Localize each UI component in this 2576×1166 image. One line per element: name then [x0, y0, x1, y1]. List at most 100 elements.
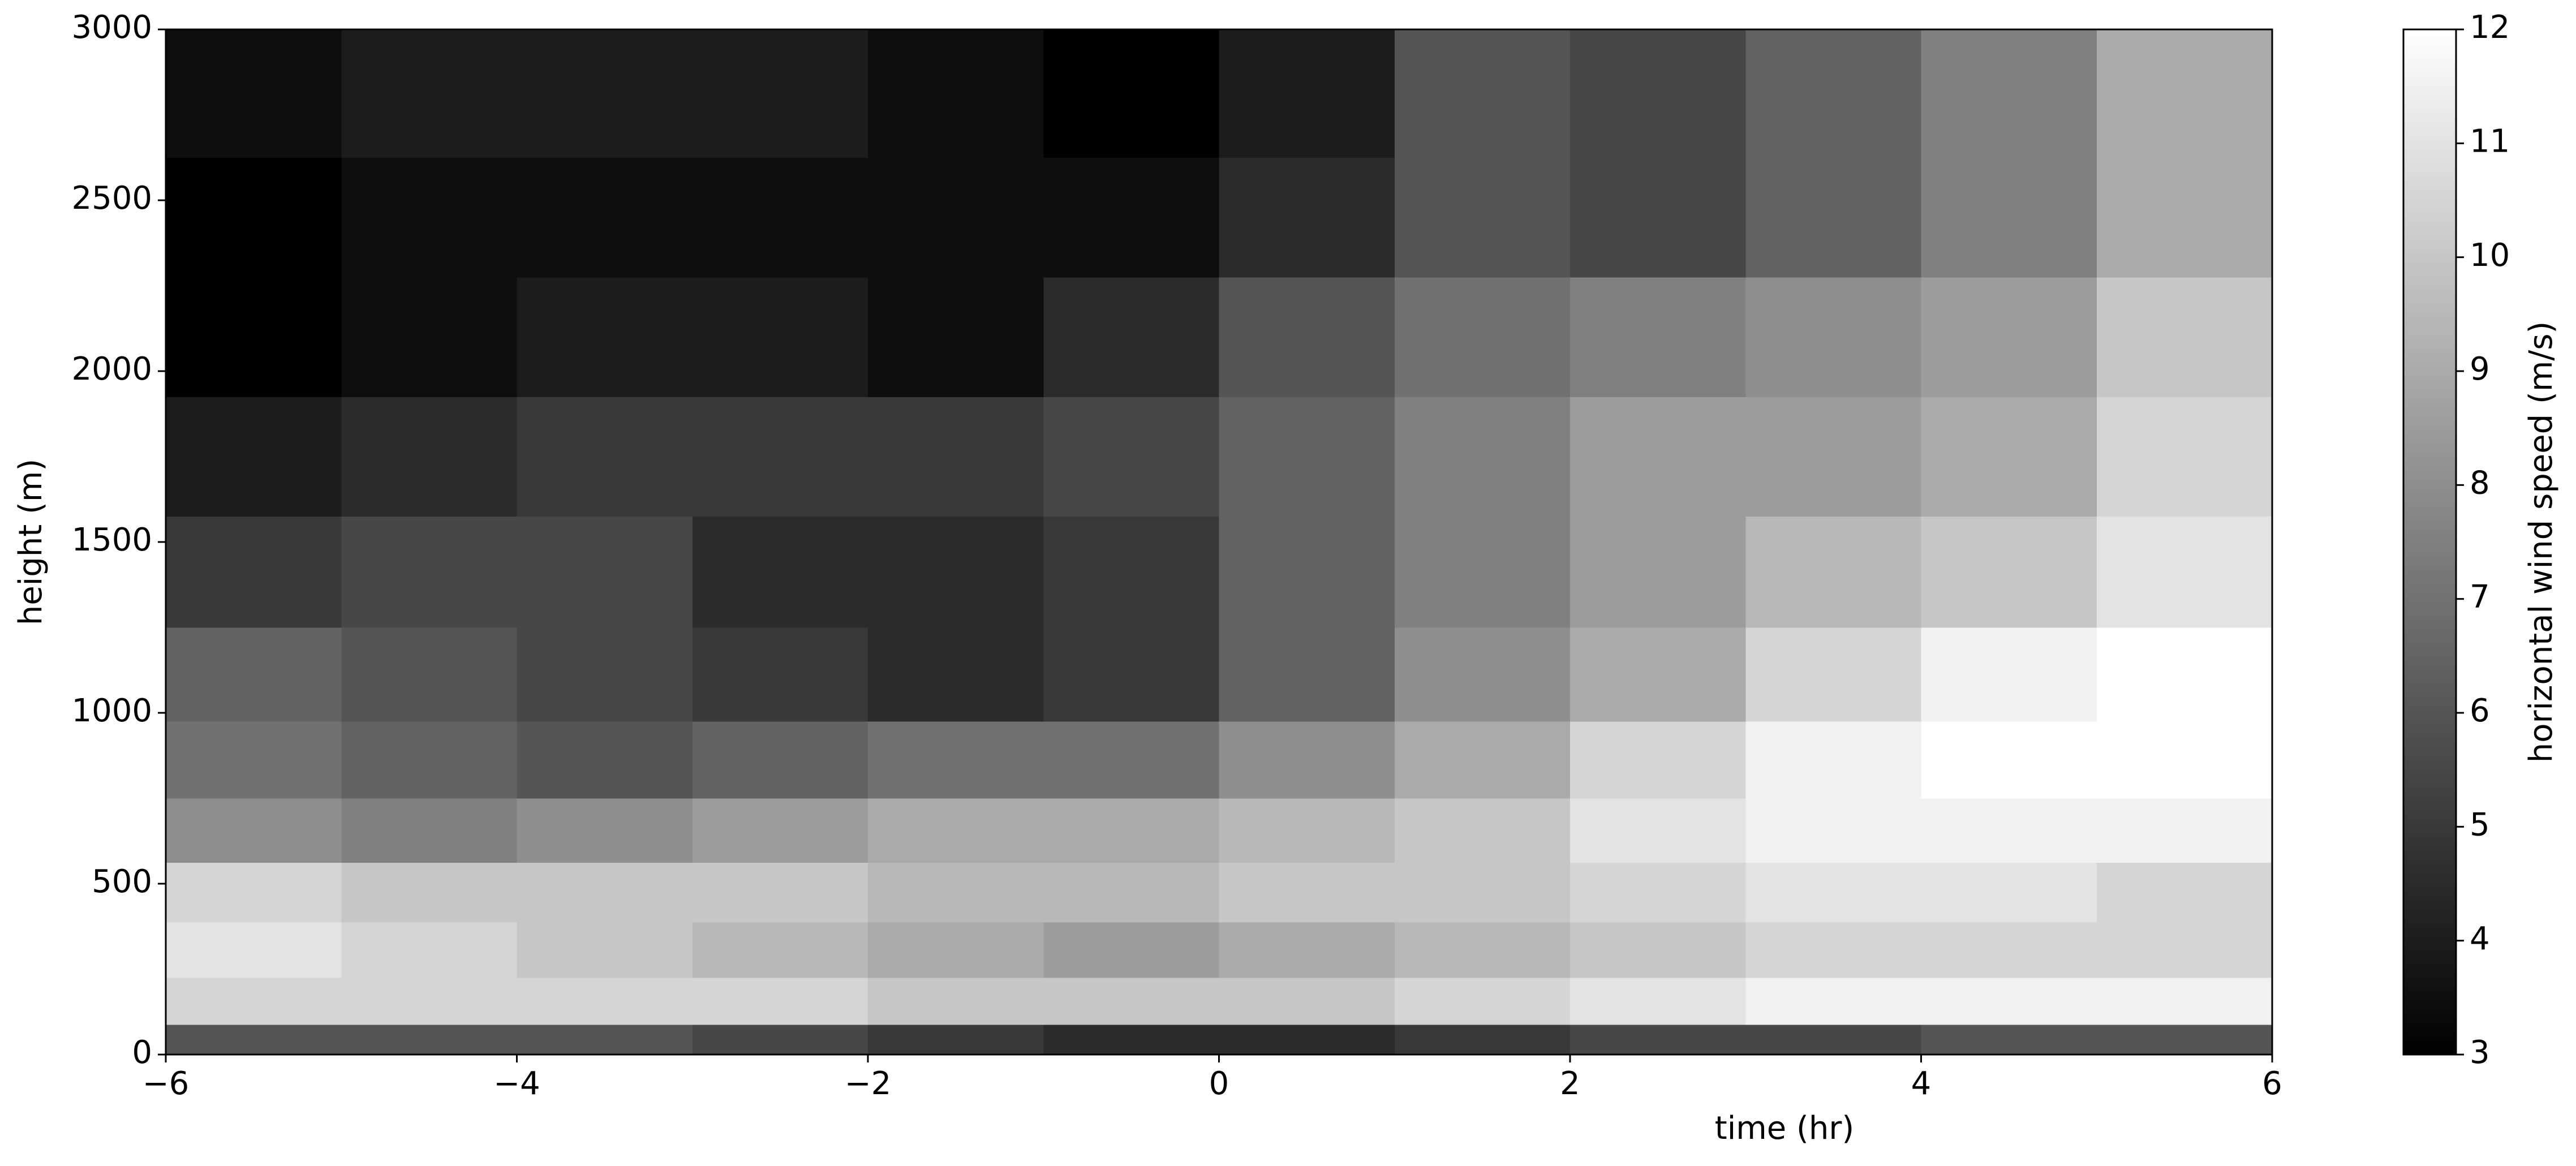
cell: [1394, 277, 1571, 397]
cell: [166, 516, 342, 628]
cell: [1219, 397, 1395, 517]
x-tick-label: −2: [845, 1065, 892, 1102]
colorbar-tick-label: 6: [2470, 692, 2490, 729]
x-tick-label: 6: [2262, 1065, 2282, 1102]
cell: [1745, 978, 1921, 1025]
cell: [1219, 978, 1395, 1025]
colorbar-tick-label: 3: [2470, 1034, 2490, 1071]
cell: [1570, 721, 1746, 799]
cell: [1745, 277, 1921, 397]
cell: [517, 277, 693, 397]
cell: [1043, 862, 1219, 923]
colorbar: [2402, 28, 2457, 1056]
cell: [517, 627, 693, 722]
cell: [1745, 157, 1921, 278]
cell: [2096, 798, 2273, 863]
colorbar-tick-label: 5: [2470, 806, 2490, 843]
cell: [1570, 862, 1746, 923]
cell: [692, 1025, 868, 1055]
cell: [868, 978, 1044, 1025]
cell: [692, 157, 868, 278]
cell: [1570, 29, 1746, 158]
cell: [1570, 277, 1746, 397]
cell: [166, 978, 342, 1025]
cell: [517, 516, 693, 628]
cell: [1745, 862, 1921, 923]
x-tick-label: 2: [1560, 1065, 1580, 1102]
colorbar-tick-label: 9: [2470, 351, 2490, 388]
cell: [868, 277, 1044, 397]
cell: [2096, 1025, 2273, 1055]
cell: [1043, 978, 1219, 1025]
cell: [1394, 862, 1571, 923]
cell: [341, 978, 517, 1025]
cell: [517, 397, 693, 517]
cell: [517, 1025, 693, 1055]
cell: [341, 798, 517, 863]
cell: [2096, 29, 2273, 158]
cell: [692, 721, 868, 799]
cell: [166, 277, 342, 397]
cell: [517, 978, 693, 1025]
cell: [1043, 397, 1219, 517]
cell: [692, 862, 868, 923]
cell: [692, 798, 868, 863]
cell: [692, 516, 868, 628]
cell: [1219, 157, 1395, 278]
cell: [1394, 397, 1571, 517]
cell: [1394, 516, 1571, 628]
cell: [1219, 29, 1395, 158]
colorbar-tick-label: 4: [2470, 920, 2490, 957]
cell: [2096, 627, 2273, 722]
cell: [1043, 721, 1219, 799]
cell: [166, 798, 342, 863]
cell: [1921, 627, 2097, 722]
cell: [1394, 627, 1571, 722]
cell: [1394, 157, 1571, 278]
colorbar-tick-label: 10: [2470, 237, 2510, 274]
cell: [2096, 516, 2273, 628]
colorbar-tick-label: 7: [2470, 579, 2490, 616]
cell: [868, 798, 1044, 863]
cell: [1921, 516, 2097, 628]
cell: [2096, 277, 2273, 397]
cell: [1570, 798, 1746, 863]
cell: [1219, 798, 1395, 863]
cell: [1394, 29, 1571, 158]
cell: [692, 29, 868, 158]
cell: [1570, 1025, 1746, 1055]
x-tick-label: 4: [1911, 1065, 1932, 1102]
cell: [166, 721, 342, 799]
y-tick-label: 1500: [71, 522, 152, 558]
cell: [1219, 277, 1395, 397]
cell: [517, 157, 693, 278]
cell: [341, 862, 517, 923]
cell: [1570, 627, 1746, 722]
cell: [2096, 721, 2273, 799]
cell: [1043, 1025, 1219, 1055]
y-tick-label: 1000: [71, 692, 152, 729]
cell: [868, 721, 1044, 799]
cell: [166, 157, 342, 278]
colorbar-tick-label: 11: [2470, 123, 2510, 160]
cell: [517, 29, 693, 158]
cell: [1043, 157, 1219, 278]
cell: [2096, 862, 2273, 923]
cell: [1921, 1025, 2097, 1055]
cell: [1394, 922, 1571, 978]
cell: [1921, 721, 2097, 799]
y-tick-label: 0: [132, 1034, 152, 1071]
y-tick-label: 2500: [71, 180, 152, 217]
cell: [1043, 922, 1219, 978]
cell: [692, 978, 868, 1025]
cell: [1394, 1025, 1571, 1055]
y-tick-label: 2000: [71, 351, 152, 388]
cell: [868, 922, 1044, 978]
cell: [1570, 978, 1746, 1025]
y-tick-label: 500: [92, 863, 152, 900]
cell: [341, 157, 517, 278]
cell: [166, 397, 342, 517]
cell: [1745, 397, 1921, 517]
cell: [1921, 277, 2097, 397]
cell: [1570, 516, 1746, 628]
